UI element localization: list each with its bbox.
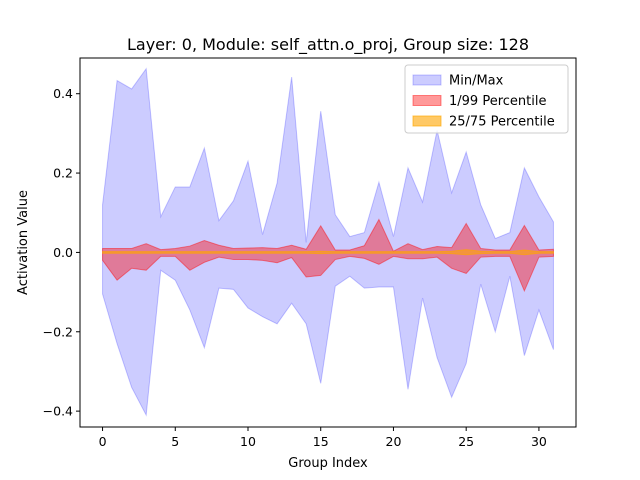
y-tick-label-3: 0.2 <box>53 166 73 181</box>
band-series-1 <box>102 218 554 293</box>
x-tick-label-4: 20 <box>386 434 402 449</box>
x-tick-label-2: 10 <box>240 434 256 449</box>
x-tick-label-3: 15 <box>313 434 329 449</box>
series-bands <box>102 67 554 417</box>
x-tick-label-6: 30 <box>531 434 547 449</box>
chart-title: Layer: 0, Module: self_attn.o_proj, Grou… <box>127 35 529 55</box>
y-axis-label: Activation Value <box>16 190 31 295</box>
y-tick-label-1: −0.2 <box>43 324 73 339</box>
legend: Min/Max 1/99 Percentile 25/75 Percentile <box>404 64 569 134</box>
legend-label-0: Min/Max <box>449 74 504 89</box>
x-tick-label-1: 5 <box>171 434 179 449</box>
legend-label-1: 1/99 Percentile <box>449 94 546 109</box>
band-series-2 <box>102 249 554 256</box>
x-axis-ticks: 0 5 10 15 20 25 30 <box>99 427 547 449</box>
legend-swatch-0 <box>412 74 442 86</box>
x-tick-label-5: 25 <box>458 434 474 449</box>
legend-swatch-2 <box>412 115 442 127</box>
y-tick-label-0: −0.4 <box>43 404 73 419</box>
x-tick-label-0: 0 <box>99 434 107 449</box>
legend-label-2: 25/75 Percentile <box>449 115 555 130</box>
x-axis-label: Group Index <box>288 456 368 471</box>
y-axis-ticks: −0.4 −0.2 0.0 0.2 0.4 <box>43 86 80 419</box>
plot-frame <box>79 57 577 428</box>
y-tick-label-2: 0.0 <box>53 245 73 260</box>
y-tick-label-4: 0.4 <box>53 86 73 101</box>
legend-swatch-1 <box>412 95 442 106</box>
band-series-0 <box>102 67 554 417</box>
legend-box <box>404 64 569 134</box>
